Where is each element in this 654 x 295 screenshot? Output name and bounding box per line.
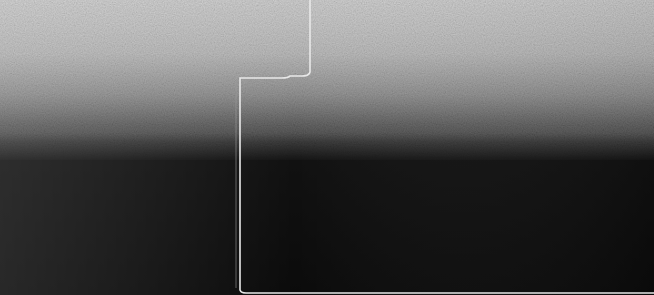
page: (() => { const data = JSON.parse(documen… — [0, 0, 654, 295]
grain — [0, 0, 654, 160]
scene — [0, 0, 654, 295]
